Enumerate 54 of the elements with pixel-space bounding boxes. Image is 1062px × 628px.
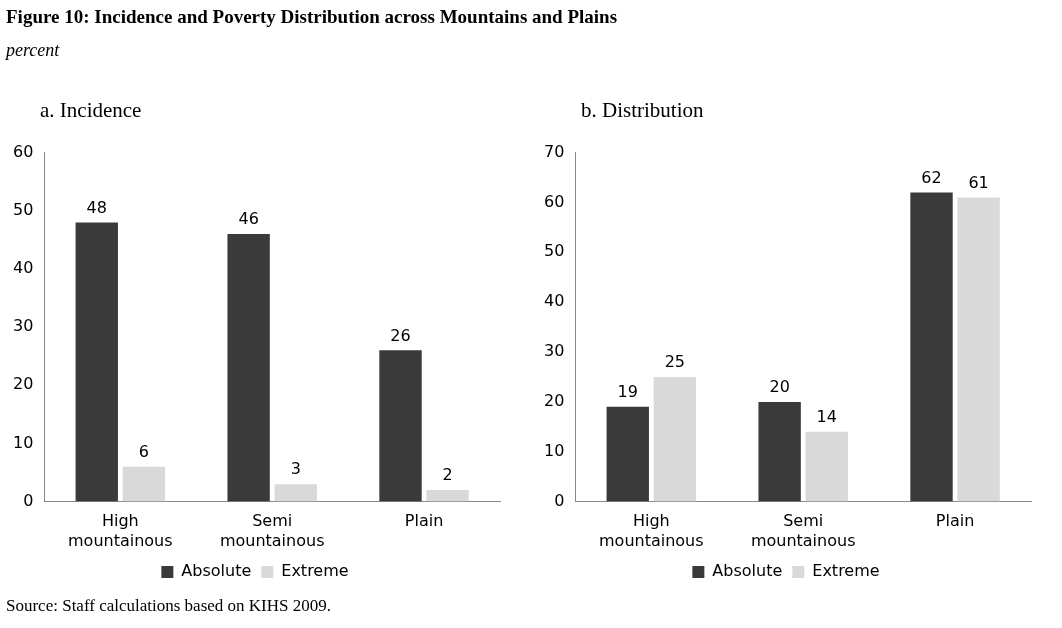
y-tick-label: 50 [13,199,34,219]
bar [805,431,848,502]
y-tick-label: 50 [544,241,565,261]
x-tick-label: High mountainous [68,511,173,550]
x-tick-label: Semi mountainous [219,511,325,550]
y-tick-label: 40 [13,258,34,278]
data-label: 61 [968,172,989,192]
y-tick-label: 30 [13,316,34,336]
y-tick-label: 60 [544,191,565,211]
bar [606,406,649,502]
y-tick-label: 20 [544,391,565,411]
chart-title: b. Distribution [581,98,704,123]
data-label: 20 [769,377,790,397]
bar [426,489,469,502]
data-label: 62 [921,167,942,187]
bar [957,197,1000,502]
y-tick-label: 20 [13,374,34,394]
chart-title: Figure 10: Incidence and Poverty Distribution across Mountains and Plains [6,6,618,28]
y-tick-label: 0 [554,490,565,510]
bar [379,350,422,502]
bar [75,222,118,502]
x-tick-label: Plain [935,511,975,531]
x-tick-label: High mountainous [599,511,704,550]
text: a. Incidence [40,98,142,123]
data-label: 3 [290,459,301,479]
data-label: 48 [86,197,107,217]
legend-label: Absolute [181,561,252,581]
bar [758,401,801,502]
bar [227,234,270,502]
legend-label: Extreme [281,561,349,581]
bar [122,466,166,502]
data-label: 14 [816,406,837,426]
data-label: 6 [138,441,149,461]
y-tick-label: 60 [13,141,34,161]
x-tick-label: Semi mountainous [750,511,856,550]
data-label: 19 [617,382,638,402]
bar [653,376,697,502]
y-tick-label: 40 [544,291,565,311]
bar [910,192,953,502]
source-note: Source: Staff calculations based on KIHS 2009. [6,596,331,616]
y-tick-label: 10 [544,440,565,460]
chart-subtitle: percent [6,40,60,61]
x-tick-label: Plain [404,511,444,531]
legend-label: Absolute [712,561,783,581]
y-tick-label: 0 [23,490,34,510]
bar [274,484,317,502]
data-label: 2 [442,465,453,485]
data-label: 46 [238,209,259,229]
y-tick-label: 70 [544,141,565,161]
legend-label: Extreme [812,561,880,581]
y-tick-label: 10 [13,432,34,452]
data-label: 25 [664,352,686,372]
y-tick-label: 30 [544,341,565,361]
data-label: 26 [390,325,411,345]
